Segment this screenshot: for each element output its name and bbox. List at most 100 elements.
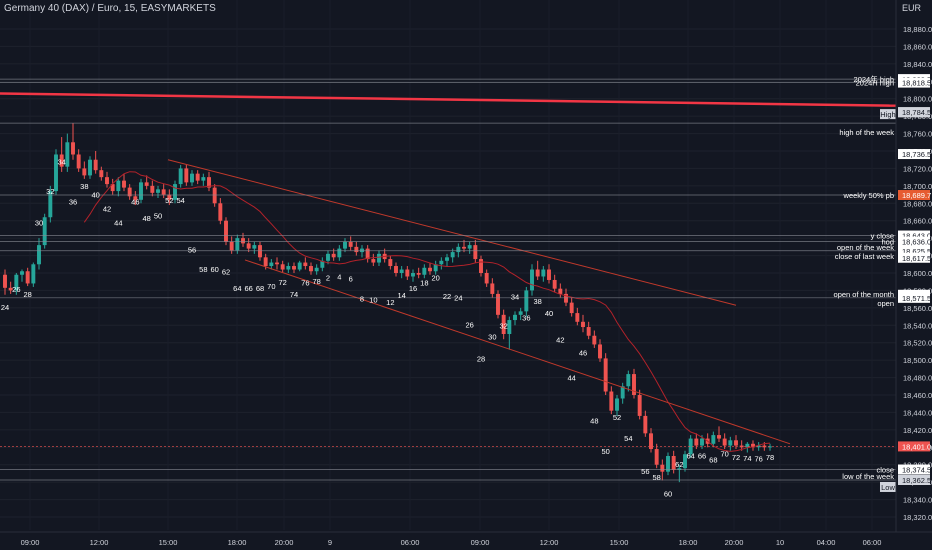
y-tick-label: 18,340.0 bbox=[903, 496, 932, 505]
candle bbox=[388, 259, 393, 267]
bar-number: 50 bbox=[154, 212, 162, 221]
bar-number: 18 bbox=[420, 279, 428, 288]
candle bbox=[399, 269, 404, 273]
candle bbox=[711, 435, 716, 444]
candle bbox=[156, 189, 160, 193]
candle bbox=[592, 335, 597, 345]
candle bbox=[71, 142, 75, 155]
bar-number: 62 bbox=[222, 267, 230, 276]
candle bbox=[93, 159, 98, 171]
candle bbox=[241, 238, 245, 244]
bar-number: 38 bbox=[533, 297, 541, 306]
lower-trendline bbox=[244, 259, 791, 445]
bar-number: 6 bbox=[349, 274, 353, 283]
bar-number: 72 bbox=[278, 278, 286, 287]
candle bbox=[433, 264, 438, 272]
candle bbox=[326, 253, 330, 261]
candle bbox=[343, 241, 347, 249]
x-tick-label: 20:00 bbox=[725, 538, 744, 547]
price-label-box bbox=[898, 292, 930, 303]
bar-number: 14 bbox=[397, 291, 405, 300]
bar-number: 16 bbox=[409, 284, 417, 293]
candle bbox=[575, 313, 580, 322]
price-label: 18,736.5 bbox=[902, 150, 931, 159]
candle bbox=[671, 456, 676, 470]
price-label: 18,374.5 bbox=[902, 466, 931, 475]
candle bbox=[603, 358, 608, 392]
bar-number: 56 bbox=[641, 467, 649, 476]
candle bbox=[479, 259, 483, 273]
candle bbox=[547, 269, 551, 280]
x-tick-label: 15:00 bbox=[610, 538, 629, 547]
candle bbox=[201, 177, 206, 181]
candle bbox=[484, 273, 489, 284]
bar-number: 78 bbox=[766, 453, 774, 462]
candle bbox=[439, 260, 444, 265]
candle bbox=[501, 314, 506, 334]
y-tick-label: 18,500.0 bbox=[903, 356, 932, 365]
bar-number: 44 bbox=[567, 374, 575, 383]
candle bbox=[184, 168, 189, 183]
bar-number: 64 bbox=[686, 451, 694, 460]
y-tick-label: 18,320.0 bbox=[903, 513, 932, 522]
bar-number: 70 bbox=[267, 282, 275, 291]
candle bbox=[54, 154, 58, 192]
y-tick-label: 18,720.0 bbox=[903, 164, 932, 173]
candle bbox=[365, 248, 370, 260]
candle bbox=[139, 182, 143, 200]
level-label: weekly 50% pb bbox=[843, 191, 894, 200]
candle bbox=[394, 266, 398, 273]
price-label-box bbox=[898, 464, 930, 475]
bar-number: 46 bbox=[579, 348, 587, 357]
level-label: 2024年 high bbox=[854, 74, 894, 84]
candle bbox=[462, 246, 466, 249]
bar-number: 76 bbox=[301, 279, 309, 288]
candle bbox=[178, 168, 183, 185]
level-label: hod bbox=[881, 238, 894, 247]
x-tick-label: 10 bbox=[776, 538, 784, 547]
candle bbox=[445, 257, 449, 261]
candle bbox=[666, 456, 670, 472]
candle bbox=[122, 180, 126, 188]
y-tick-label: 18,700.0 bbox=[903, 182, 932, 191]
candle bbox=[371, 259, 376, 263]
candle bbox=[320, 260, 325, 268]
candle bbox=[173, 184, 177, 200]
candle bbox=[269, 262, 274, 267]
x-tick-label: 12:00 bbox=[540, 538, 559, 547]
price-label: 18,571.5 bbox=[902, 294, 931, 303]
candle bbox=[683, 454, 687, 469]
y-tick-label: 18,560.0 bbox=[903, 304, 932, 313]
moving-average-line bbox=[83, 171, 771, 452]
candle bbox=[14, 274, 19, 291]
candle bbox=[252, 245, 257, 249]
candle bbox=[309, 266, 313, 272]
y-tick-label: 18,840.0 bbox=[903, 60, 932, 69]
bar-number: 10 bbox=[369, 295, 377, 304]
thick-resistance-line bbox=[0, 92, 897, 107]
bar-number: 50 bbox=[601, 447, 609, 456]
x-tick-label: 20:00 bbox=[275, 538, 294, 547]
bar-number: 36 bbox=[69, 198, 77, 207]
candle bbox=[59, 154, 64, 167]
candle bbox=[348, 241, 353, 247]
price-label: 18,617.5 bbox=[902, 254, 931, 263]
bar-number: 26 bbox=[465, 321, 473, 330]
candle bbox=[416, 273, 421, 275]
candle bbox=[422, 267, 427, 275]
y-tick-label: 18,880.0 bbox=[903, 25, 932, 34]
y-tick-label: 18,540.0 bbox=[903, 321, 932, 330]
bar-number: 38 bbox=[80, 182, 88, 191]
candle bbox=[99, 170, 104, 178]
candle bbox=[105, 177, 109, 185]
candle bbox=[456, 246, 461, 253]
candle bbox=[207, 177, 211, 188]
chart-title: Germany 40 (DAX) / Euro, 15, EASYMARKETS bbox=[4, 3, 216, 14]
bar-number: 74 bbox=[743, 454, 751, 463]
candle bbox=[564, 293, 568, 303]
candle bbox=[677, 468, 682, 470]
candle bbox=[450, 252, 455, 258]
price-tag: 18,784.5 bbox=[902, 108, 931, 117]
price-label-box bbox=[898, 245, 930, 256]
